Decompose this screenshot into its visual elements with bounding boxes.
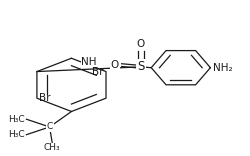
Text: NH: NH: [81, 57, 96, 68]
Text: Br: Br: [39, 93, 51, 103]
Text: S: S: [137, 60, 144, 73]
Text: H₃C: H₃C: [8, 115, 25, 124]
Text: NH₂: NH₂: [212, 63, 232, 73]
Text: H₃C: H₃C: [8, 130, 25, 139]
Text: Br: Br: [92, 67, 103, 77]
Text: O: O: [110, 60, 118, 70]
Text: C: C: [46, 122, 52, 132]
Text: CH₃: CH₃: [44, 143, 60, 152]
Text: O: O: [136, 39, 144, 49]
